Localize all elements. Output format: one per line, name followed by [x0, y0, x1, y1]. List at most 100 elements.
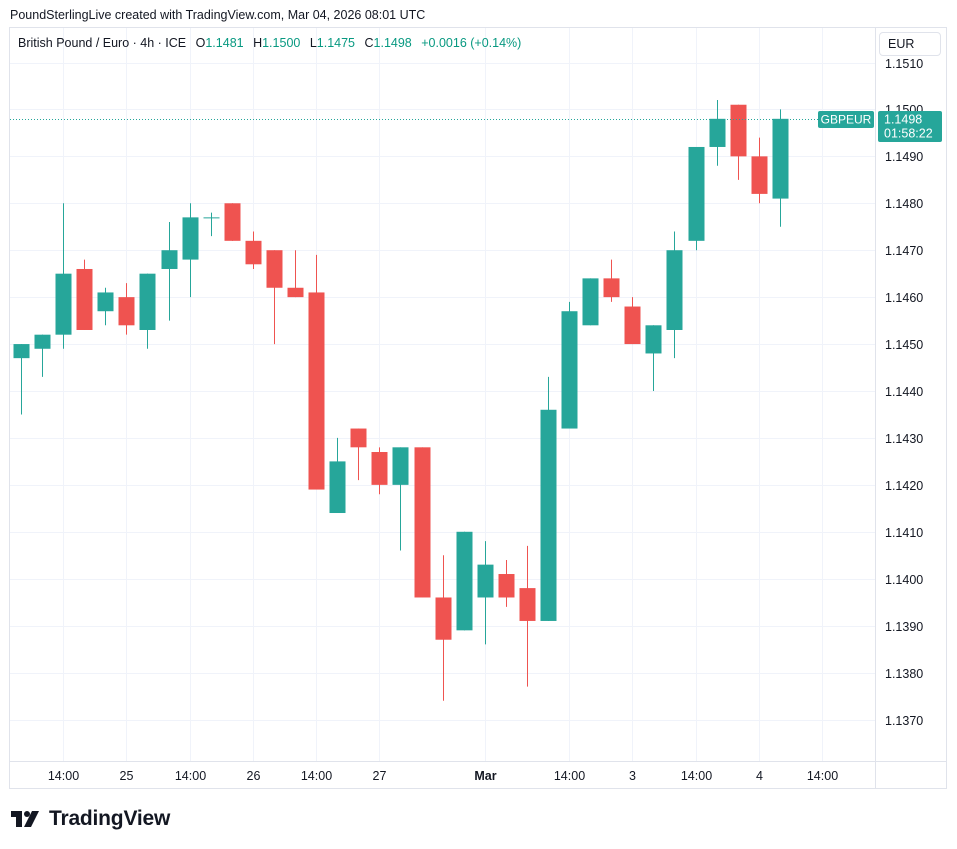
candle-body: [97, 292, 114, 312]
candle: [34, 334, 51, 377]
price-tick-label: 1.1450: [885, 338, 923, 352]
candle-body: [118, 297, 135, 326]
time-tick-label: 14:00: [681, 769, 712, 783]
price-tick-label: 1.1470: [885, 244, 923, 258]
candle: [603, 259, 620, 302]
candle-body: [540, 409, 557, 621]
candle: [477, 541, 494, 645]
candle-body: [772, 118, 789, 199]
legend-high-label: H: [253, 36, 263, 50]
candle-body: [161, 250, 178, 269]
candle: [266, 250, 283, 345]
chart-legend: British Pound / Euro · 4h · ICE O1.1481 …: [18, 36, 521, 50]
candle-body: [34, 334, 51, 349]
chart-credit: PoundSterlingLive created with TradingVi…: [10, 8, 426, 22]
candle-body: [139, 273, 156, 330]
time-tick-label: 27: [373, 769, 387, 783]
time-tick-label: 14:00: [48, 769, 79, 783]
candle-body: [709, 118, 726, 147]
candle-body: [498, 574, 515, 598]
legend-low-value: 1.1475: [316, 36, 356, 50]
legend-close-value: 1.1498: [373, 36, 412, 50]
time-tick-label: 14:00: [807, 769, 838, 783]
candle: [76, 259, 93, 330]
legend-open-value: 1.1481: [205, 36, 244, 50]
legend-open-label: O: [195, 36, 206, 50]
candle-body: [751, 156, 768, 194]
price-tick-label: 1.1480: [885, 197, 923, 211]
price-tick-label: 1.1370: [885, 714, 923, 728]
last-price-tag: GBPEUR 1.1498 01:58:22: [818, 111, 942, 142]
price-tick-label: 1.1440: [885, 385, 923, 399]
candle: [709, 100, 726, 166]
price-tag-bg: [878, 111, 942, 142]
currency-selector[interactable]: EUR: [879, 32, 941, 56]
candle: [329, 437, 346, 514]
candle-body: [266, 250, 283, 288]
candle-body: [730, 104, 747, 157]
candle-body: [624, 306, 641, 345]
legend-change: +0.0016 (+0.14%): [421, 36, 522, 50]
price-tick-label: 1.1390: [885, 620, 923, 634]
legend-symbol: British Pound / Euro · 4h · ICE: [18, 36, 187, 50]
candle-body: [688, 146, 705, 241]
grid-lines: [10, 28, 875, 761]
candle-body: [245, 240, 262, 265]
candle-body: [603, 278, 620, 298]
time-tick-label: 3: [629, 769, 636, 783]
candle-body: [371, 452, 388, 485]
time-tick-label: 25: [120, 769, 134, 783]
tradingview-logo-icon: [11, 811, 39, 827]
candle: [371, 447, 388, 495]
candle: [245, 231, 262, 269]
price-tick-label: 1.1380: [885, 667, 923, 681]
price-tick-label: 1.1400: [885, 573, 923, 587]
candle-body: [350, 428, 367, 448]
legend-high-value: 1.1500: [262, 36, 301, 50]
candle: [350, 428, 367, 481]
candle: [308, 254, 325, 490]
candle-body: [645, 325, 662, 354]
candle: [456, 531, 473, 631]
price-axis[interactable]: 1.1370 1.1380 1.1390 1.1400 1.1410 1.1420 1.14…: [885, 57, 923, 728]
chart-frame: [9, 27, 947, 789]
symbol-tag-bg: [818, 111, 874, 128]
legend-low-label: L: [309, 36, 317, 50]
candle: [287, 250, 304, 298]
candle: [561, 301, 578, 429]
candle-body: [519, 588, 536, 621]
tradingview-wordmark: TradingView: [49, 807, 171, 830]
candle: [224, 203, 241, 241]
candle: [161, 222, 178, 321]
candle-body: [76, 268, 93, 330]
price-tick-label: 1.1420: [885, 479, 923, 493]
candle: [182, 203, 199, 298]
price-tag-countdown: 01:58:22: [884, 127, 933, 141]
candle-body: [666, 250, 683, 330]
candles: [13, 100, 789, 701]
time-tick-label: 14:00: [301, 769, 332, 783]
time-tick-label: Mar: [474, 769, 496, 783]
time-tick-label: 26: [247, 769, 261, 783]
currency-label: EUR: [888, 37, 915, 51]
price-tick-label: 1.1460: [885, 291, 923, 305]
candle-body: [477, 564, 494, 598]
candle: [203, 212, 220, 237]
candle: [688, 146, 705, 251]
candle-body: [287, 287, 304, 298]
candle: [645, 325, 662, 391]
candle-body: [582, 278, 599, 326]
candle: [392, 447, 409, 551]
time-tick-label: 14:00: [554, 769, 585, 783]
time-axis[interactable]: 14:00 25 14:00 26 14:00 27 Mar 14:00 3 14:00 4 14:0…: [48, 769, 838, 783]
candle: [118, 283, 135, 335]
candle: [540, 376, 557, 621]
candle: [435, 555, 452, 701]
price-tick-label: 1.1410: [885, 526, 923, 540]
candle: [519, 545, 536, 687]
candle: [55, 203, 72, 349]
price-tag-value: 1.1498: [884, 113, 922, 127]
tradingview-brand[interactable]: TradingView: [11, 806, 170, 832]
time-tick-label: 4: [756, 769, 763, 783]
